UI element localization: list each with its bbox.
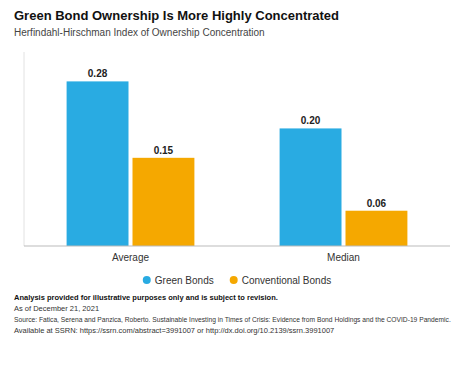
footnote: Source: Fatica, Serena and Panzica, Robe… [14,316,451,324]
bar [67,81,129,246]
legend-label: Green Bonds [155,275,214,286]
footnote: As of December 21, 2021 [14,304,99,313]
data-label: 0.28 [88,68,108,79]
footnote: Available at SSRN: https://ssrn.com/abst… [14,326,334,335]
title: Green Bond Ownership Is More Highly Conc… [14,8,339,23]
data-label: 0.15 [154,145,174,156]
background [0,0,474,374]
data-labels: 0.28 0.20 0.15 0.06 [88,68,387,208]
x-tick-label: Average [112,252,150,263]
x-tick-label: Median [327,252,360,263]
chart: Green Bond Ownership Is More Highly Conc… [0,0,474,374]
bar [133,158,195,246]
legend-item: Conventional Bonds [230,275,332,286]
bar [280,128,342,246]
legend-marker [230,276,238,284]
legend-item: Green Bonds [143,275,214,286]
legend-marker [143,276,151,284]
footnote: Analysis provided for illustrative purpo… [14,293,278,302]
data-label: 0.20 [301,115,321,126]
legend: Green Bonds Conventional Bonds [143,275,331,286]
data-label: 0.06 [367,198,387,209]
x-axis-line [24,246,450,247]
y-range-line [24,52,25,246]
bar [346,211,408,246]
bars [67,81,408,246]
subtitle: Herfindahl-Hirschman Index of Ownership … [14,27,265,38]
legend-label: Conventional Bonds [242,275,332,286]
